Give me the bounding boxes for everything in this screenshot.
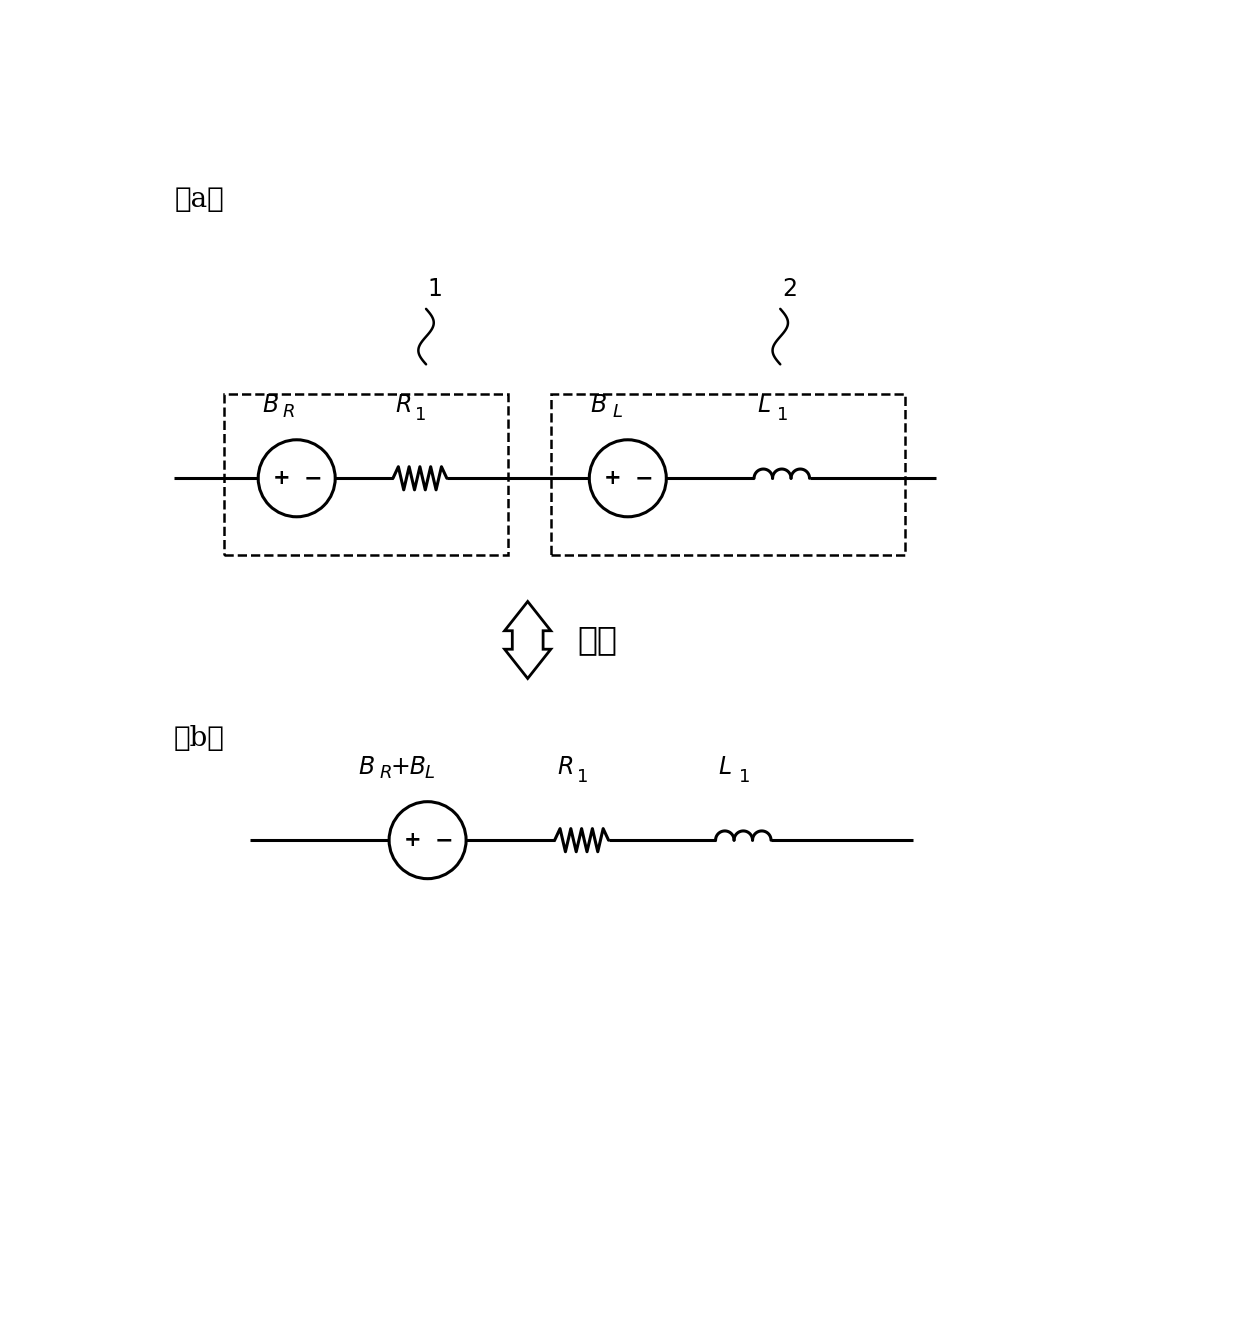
Text: （a）: （a） <box>175 185 224 212</box>
Text: B: B <box>590 393 608 416</box>
Bar <box>223 393 508 556</box>
Text: R: R <box>396 393 412 416</box>
Text: L: L <box>719 754 732 778</box>
Text: +: + <box>273 468 290 488</box>
Polygon shape <box>505 601 551 679</box>
Text: R: R <box>379 765 392 782</box>
Text: （b）: （b） <box>174 725 224 752</box>
Text: 等效: 等效 <box>578 624 618 656</box>
Text: R: R <box>557 754 573 778</box>
Text: B: B <box>262 393 278 416</box>
Text: B: B <box>358 754 374 778</box>
Bar <box>551 393 905 556</box>
Text: 1: 1 <box>428 278 443 301</box>
Text: L: L <box>613 403 622 420</box>
Text: R: R <box>283 403 295 420</box>
Text: 1: 1 <box>739 768 750 786</box>
Text: 1: 1 <box>577 768 588 786</box>
Text: −: − <box>635 468 653 488</box>
Text: 1: 1 <box>415 407 427 424</box>
Text: +B: +B <box>391 754 427 778</box>
Text: L: L <box>758 393 770 416</box>
Text: L: L <box>424 765 434 782</box>
Text: −: − <box>304 468 322 488</box>
Text: −: − <box>434 831 453 851</box>
Text: +: + <box>403 831 422 851</box>
Text: 2: 2 <box>782 278 797 301</box>
Text: 1: 1 <box>777 407 789 424</box>
Text: +: + <box>604 468 621 488</box>
